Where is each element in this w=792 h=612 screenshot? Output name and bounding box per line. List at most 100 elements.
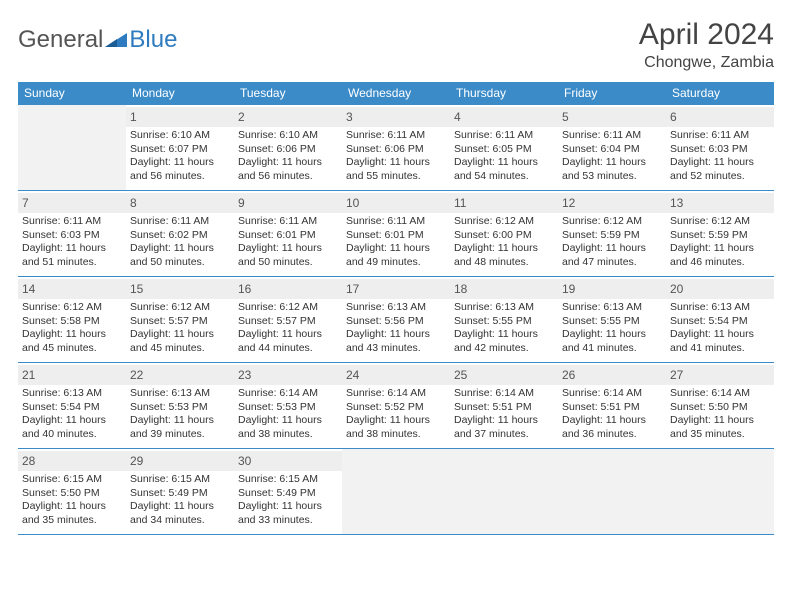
daylight-text: Daylight: 11 hours: [346, 242, 446, 256]
day-number: 9: [238, 196, 245, 210]
daylight-text: Daylight: 11 hours: [346, 328, 446, 342]
day-number: 20: [670, 282, 683, 296]
calendar-cell: 15Sunrise: 6:12 AMSunset: 5:57 PMDayligh…: [126, 277, 234, 363]
day-number-row: 30: [234, 451, 342, 471]
weekday-sun: Sunday: [18, 82, 126, 105]
sunset-text: Sunset: 6:03 PM: [22, 229, 122, 243]
calendar-week: 21Sunrise: 6:13 AMSunset: 5:54 PMDayligh…: [18, 363, 774, 449]
daylight-text: and 55 minutes.: [346, 170, 446, 184]
daylight-text: and 38 minutes.: [238, 428, 338, 442]
sunrise-text: Sunrise: 6:13 AM: [562, 301, 662, 315]
daylight-text: Daylight: 11 hours: [670, 414, 770, 428]
daylight-text: and 45 minutes.: [22, 342, 122, 356]
sunset-text: Sunset: 6:06 PM: [238, 143, 338, 157]
day-number: 23: [238, 368, 251, 382]
calendar-cell: [558, 449, 666, 535]
daylight-text: Daylight: 11 hours: [22, 328, 122, 342]
day-number: 1: [130, 110, 137, 124]
calendar-cell: 20Sunrise: 6:13 AMSunset: 5:54 PMDayligh…: [666, 277, 774, 363]
sunset-text: Sunset: 5:59 PM: [562, 229, 662, 243]
day-number: 29: [130, 454, 143, 468]
day-number-row: 23: [234, 365, 342, 385]
daylight-text: and 50 minutes.: [130, 256, 230, 270]
day-number-row: 4: [450, 107, 558, 127]
day-number: 4: [454, 110, 461, 124]
sunrise-text: Sunrise: 6:11 AM: [454, 129, 554, 143]
sunset-text: Sunset: 5:57 PM: [130, 315, 230, 329]
calendar-cell: 9Sunrise: 6:11 AMSunset: 6:01 PMDaylight…: [234, 191, 342, 277]
daylight-text: Daylight: 11 hours: [670, 242, 770, 256]
daylight-text: and 36 minutes.: [562, 428, 662, 442]
daylight-text: and 44 minutes.: [238, 342, 338, 356]
day-number-row: 26: [558, 365, 666, 385]
sunset-text: Sunset: 5:49 PM: [238, 487, 338, 501]
sunset-text: Sunset: 6:05 PM: [454, 143, 554, 157]
daylight-text: Daylight: 11 hours: [670, 328, 770, 342]
sunrise-text: Sunrise: 6:13 AM: [22, 387, 122, 401]
daylight-text: Daylight: 11 hours: [562, 328, 662, 342]
calendar-week: 28Sunrise: 6:15 AMSunset: 5:50 PMDayligh…: [18, 449, 774, 535]
day-number: 6: [670, 110, 677, 124]
calendar-cell: 29Sunrise: 6:15 AMSunset: 5:49 PMDayligh…: [126, 449, 234, 535]
calendar-cell: 5Sunrise: 6:11 AMSunset: 6:04 PMDaylight…: [558, 105, 666, 191]
calendar-cell: 13Sunrise: 6:12 AMSunset: 5:59 PMDayligh…: [666, 191, 774, 277]
weekday-sat: Saturday: [666, 82, 774, 105]
sunset-text: Sunset: 6:06 PM: [346, 143, 446, 157]
sunset-text: Sunset: 5:55 PM: [562, 315, 662, 329]
calendar-week: 14Sunrise: 6:12 AMSunset: 5:58 PMDayligh…: [18, 277, 774, 363]
day-number-row: 5: [558, 107, 666, 127]
daylight-text: and 35 minutes.: [22, 514, 122, 528]
day-number: 7: [22, 196, 29, 210]
daylight-text: and 49 minutes.: [346, 256, 446, 270]
sunrise-text: Sunrise: 6:14 AM: [454, 387, 554, 401]
day-number-row: 11: [450, 193, 558, 213]
daylight-text: Daylight: 11 hours: [130, 328, 230, 342]
day-number: 3: [346, 110, 353, 124]
sunset-text: Sunset: 6:00 PM: [454, 229, 554, 243]
sunrise-text: Sunrise: 6:13 AM: [346, 301, 446, 315]
daylight-text: Daylight: 11 hours: [670, 156, 770, 170]
daylight-text: and 53 minutes.: [562, 170, 662, 184]
daylight-text: and 33 minutes.: [238, 514, 338, 528]
daylight-text: and 43 minutes.: [346, 342, 446, 356]
day-number: 30: [238, 454, 251, 468]
sunrise-text: Sunrise: 6:15 AM: [238, 473, 338, 487]
sunset-text: Sunset: 6:07 PM: [130, 143, 230, 157]
calendar-cell: 6Sunrise: 6:11 AMSunset: 6:03 PMDaylight…: [666, 105, 774, 191]
daylight-text: and 38 minutes.: [346, 428, 446, 442]
day-number: 18: [454, 282, 467, 296]
sunset-text: Sunset: 6:02 PM: [130, 229, 230, 243]
weekday-fri: Friday: [558, 82, 666, 105]
day-number: 10: [346, 196, 359, 210]
calendar-cell: 18Sunrise: 6:13 AMSunset: 5:55 PMDayligh…: [450, 277, 558, 363]
daylight-text: Daylight: 11 hours: [346, 414, 446, 428]
sunrise-text: Sunrise: 6:14 AM: [238, 387, 338, 401]
calendar-cell: 16Sunrise: 6:12 AMSunset: 5:57 PMDayligh…: [234, 277, 342, 363]
day-number-row: 29: [126, 451, 234, 471]
daylight-text: Daylight: 11 hours: [238, 328, 338, 342]
day-number-row: 14: [18, 279, 126, 299]
calendar-cell: 3Sunrise: 6:11 AMSunset: 6:06 PMDaylight…: [342, 105, 450, 191]
sunset-text: Sunset: 5:56 PM: [346, 315, 446, 329]
calendar-cell: 14Sunrise: 6:12 AMSunset: 5:58 PMDayligh…: [18, 277, 126, 363]
daylight-text: and 40 minutes.: [22, 428, 122, 442]
daylight-text: Daylight: 11 hours: [130, 500, 230, 514]
day-number: 22: [130, 368, 143, 382]
sunset-text: Sunset: 5:49 PM: [130, 487, 230, 501]
daylight-text: Daylight: 11 hours: [130, 242, 230, 256]
daylight-text: and 56 minutes.: [130, 170, 230, 184]
brand-part1: General: [18, 26, 103, 54]
calendar-cell: 1Sunrise: 6:10 AMSunset: 6:07 PMDaylight…: [126, 105, 234, 191]
day-number-row: 18: [450, 279, 558, 299]
sunset-text: Sunset: 5:50 PM: [670, 401, 770, 415]
daylight-text: and 46 minutes.: [670, 256, 770, 270]
daylight-text: Daylight: 11 hours: [238, 242, 338, 256]
sunset-text: Sunset: 6:01 PM: [346, 229, 446, 243]
sunrise-text: Sunrise: 6:12 AM: [238, 301, 338, 315]
calendar-cell: [18, 105, 126, 191]
day-number-row: 9: [234, 193, 342, 213]
sunset-text: Sunset: 6:01 PM: [238, 229, 338, 243]
day-number: 28: [22, 454, 35, 468]
daylight-text: and 41 minutes.: [670, 342, 770, 356]
title-block: April 2024 Chongwe, Zambia: [639, 18, 774, 72]
